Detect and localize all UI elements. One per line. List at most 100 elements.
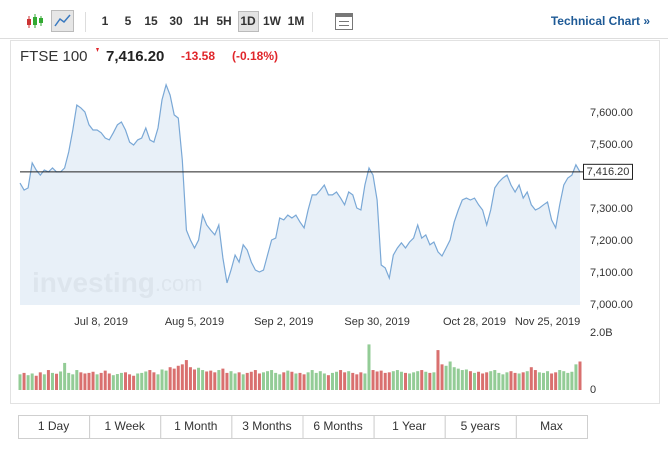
volume-bar bbox=[119, 372, 123, 390]
volume-bar bbox=[541, 372, 545, 390]
volume-bar bbox=[558, 370, 562, 390]
range-tab-label[interactable]: Max bbox=[540, 419, 563, 433]
volume-bar bbox=[456, 368, 460, 390]
technical-chart-link[interactable]: Technical Chart » bbox=[551, 14, 650, 28]
volume-bar bbox=[237, 372, 241, 390]
range-tab[interactable] bbox=[515, 415, 588, 439]
volume-bar bbox=[468, 371, 472, 390]
volume-bar bbox=[87, 372, 91, 390]
volume-bar bbox=[176, 365, 180, 390]
volume-bar bbox=[132, 375, 136, 390]
x-tick-label: Aug 5, 2019 bbox=[165, 316, 224, 328]
volume-bar bbox=[509, 371, 513, 390]
volume-bar bbox=[460, 370, 464, 390]
volume-bar bbox=[115, 374, 119, 390]
volume-bar bbox=[464, 369, 468, 390]
volume-bar bbox=[79, 372, 83, 390]
volume-bar bbox=[493, 370, 497, 390]
range-tab-label[interactable]: 6 Months bbox=[313, 419, 362, 433]
volume-bar bbox=[261, 372, 265, 390]
volume-bar bbox=[233, 373, 237, 390]
volume-bar bbox=[306, 372, 310, 390]
interval-button[interactable]: 15 bbox=[144, 14, 158, 28]
volume-bar bbox=[574, 364, 578, 390]
volume-bar bbox=[444, 365, 448, 390]
volume-bar bbox=[22, 372, 26, 390]
volume-bar bbox=[103, 370, 107, 390]
volume-bar bbox=[359, 372, 363, 390]
interval-button[interactable]: 1W bbox=[263, 14, 282, 28]
x-tick-label: Oct 28, 2019 bbox=[443, 316, 506, 328]
volume-bar bbox=[172, 368, 176, 390]
volume-bar bbox=[416, 371, 420, 390]
volume-bar bbox=[533, 370, 537, 390]
active-interval-bg bbox=[238, 11, 259, 32]
volume-bar bbox=[554, 372, 558, 390]
volume-bar bbox=[34, 375, 38, 390]
volume-bar bbox=[517, 373, 521, 390]
interval-button[interactable]: 1M bbox=[288, 14, 305, 28]
volume-bar bbox=[513, 372, 517, 390]
volume-bar bbox=[302, 374, 306, 390]
range-tab-label[interactable]: 1 Month bbox=[174, 419, 217, 433]
volume-bar bbox=[448, 361, 452, 390]
volume-bar bbox=[168, 367, 172, 390]
volume-bar bbox=[241, 374, 245, 390]
volume-bar bbox=[399, 371, 403, 390]
volume-bar bbox=[371, 370, 375, 390]
volume-bar bbox=[326, 375, 330, 390]
volume-bar bbox=[91, 371, 95, 390]
volume-bar bbox=[38, 372, 42, 390]
volume-bar bbox=[314, 372, 318, 390]
settings-icon[interactable] bbox=[335, 13, 353, 30]
volume-bar bbox=[209, 370, 213, 390]
volume-bar bbox=[546, 371, 550, 390]
volume-bar bbox=[420, 370, 424, 390]
range-tab-label[interactable]: 3 Months bbox=[242, 419, 291, 433]
price-line bbox=[19, 82, 581, 284]
volume-bar bbox=[156, 374, 160, 390]
volume-bar bbox=[225, 372, 229, 390]
volume-bar bbox=[521, 372, 525, 390]
volume-bar bbox=[42, 374, 46, 390]
volume-bar bbox=[221, 368, 225, 390]
interval-button[interactable]: 30 bbox=[169, 14, 183, 28]
volume-bar bbox=[46, 370, 50, 390]
line-icon[interactable] bbox=[51, 10, 74, 32]
volume-bar bbox=[298, 372, 302, 390]
volume-bar bbox=[184, 360, 188, 390]
volume-bar bbox=[566, 372, 570, 390]
volume-bar bbox=[111, 375, 115, 390]
volume-bar bbox=[436, 350, 440, 390]
volume-bar bbox=[140, 372, 144, 390]
volume-bar bbox=[351, 372, 355, 390]
volume-bar bbox=[501, 374, 505, 390]
volume-bar bbox=[201, 370, 205, 390]
volume-bar bbox=[290, 371, 294, 390]
volume-bar bbox=[26, 375, 30, 390]
volume-bar bbox=[391, 371, 395, 390]
volume-bar bbox=[335, 371, 339, 390]
interval-button[interactable]: 5 bbox=[125, 14, 132, 28]
range-tab-label[interactable]: 1 Year bbox=[392, 419, 426, 433]
last-price: 7,416.20 bbox=[106, 48, 164, 65]
volume-bar bbox=[440, 364, 444, 390]
volume-bar bbox=[562, 371, 566, 390]
volume-tick-label: 2.0B bbox=[590, 327, 613, 339]
volume-bar bbox=[152, 372, 156, 390]
volume-bar bbox=[485, 372, 489, 390]
interval-button[interactable]: 1 bbox=[102, 14, 109, 28]
volume-bar bbox=[347, 371, 351, 390]
volume-bar bbox=[452, 367, 456, 390]
candle-icon[interactable] bbox=[27, 14, 43, 28]
interval-button[interactable]: 1H bbox=[193, 14, 208, 28]
range-tab-label[interactable]: 1 Day bbox=[38, 419, 69, 433]
volume-bar bbox=[55, 373, 59, 390]
range-tab-label[interactable]: 1 Week bbox=[104, 419, 145, 433]
volume-bar bbox=[428, 372, 432, 390]
volume-bar bbox=[71, 374, 75, 390]
range-tab-label[interactable]: 5 years bbox=[461, 419, 500, 433]
interval-button[interactable]: 1D bbox=[240, 14, 256, 28]
volume-bar bbox=[408, 373, 412, 390]
interval-button[interactable]: 5H bbox=[216, 14, 231, 28]
